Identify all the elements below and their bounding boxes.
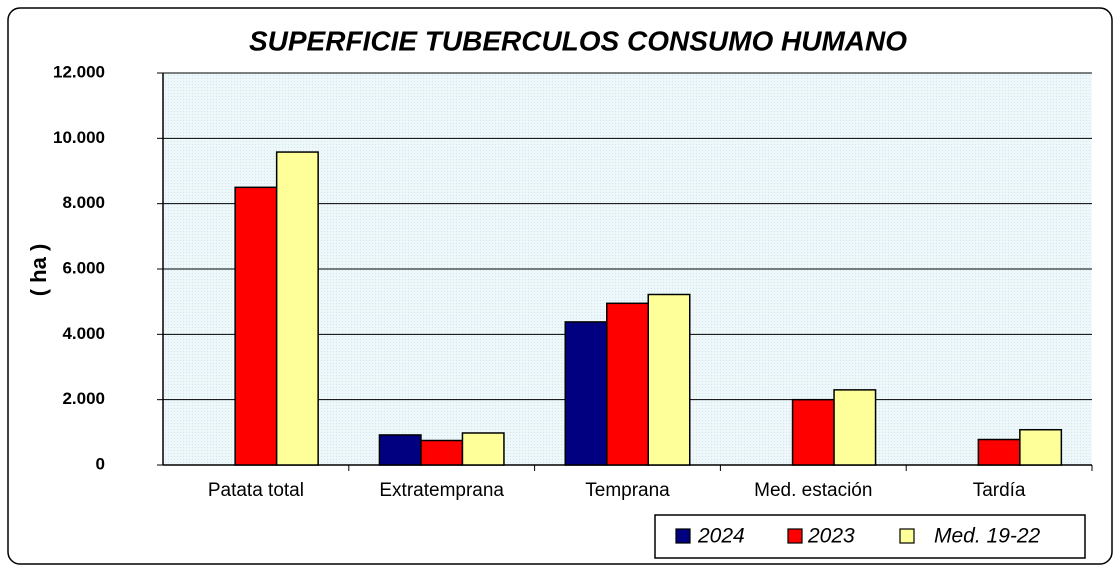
- legend-label: Med. 19-22: [934, 525, 1041, 548]
- y-tick-label: 6.000: [62, 258, 105, 277]
- y-tick-label: 0: [96, 454, 105, 473]
- legend-marker: [675, 528, 691, 544]
- bar: [420, 439, 464, 466]
- x-tick-label: Tardía: [973, 480, 1026, 501]
- bar: [378, 434, 422, 466]
- x-tick-label: Extratemprana: [379, 480, 504, 501]
- legend-marker: [899, 528, 915, 544]
- bar: [977, 438, 1021, 466]
- y-tick-label: 12.000: [53, 62, 105, 81]
- bar: [606, 302, 649, 466]
- y-tick-label: 10.000: [53, 128, 105, 147]
- y-axis-label: ( ha ): [26, 244, 51, 297]
- x-tick-label: Med. estación: [754, 480, 872, 501]
- bar: [275, 151, 319, 466]
- y-tick-label: 4.000: [62, 324, 105, 343]
- chart-title: SUPERFICIE TUBERCULOS CONSUMO HUMANO: [249, 25, 907, 56]
- bar: [791, 398, 835, 466]
- y-tick-label: 8.000: [62, 193, 105, 212]
- bar: [461, 432, 505, 466]
- legend-marker: [787, 528, 803, 544]
- bar: [647, 293, 691, 466]
- x-tick-label: Patata total: [208, 480, 304, 501]
- bar: [833, 389, 877, 466]
- bar: [234, 186, 278, 466]
- legend-label: 2023: [807, 525, 855, 548]
- y-tick-label: 2.000: [62, 389, 105, 408]
- x-tick-label: Temprana: [585, 480, 670, 501]
- bar: [564, 321, 608, 466]
- legend: [654, 514, 1086, 559]
- legend-label: 2024: [697, 525, 745, 548]
- bar: [1019, 428, 1063, 466]
